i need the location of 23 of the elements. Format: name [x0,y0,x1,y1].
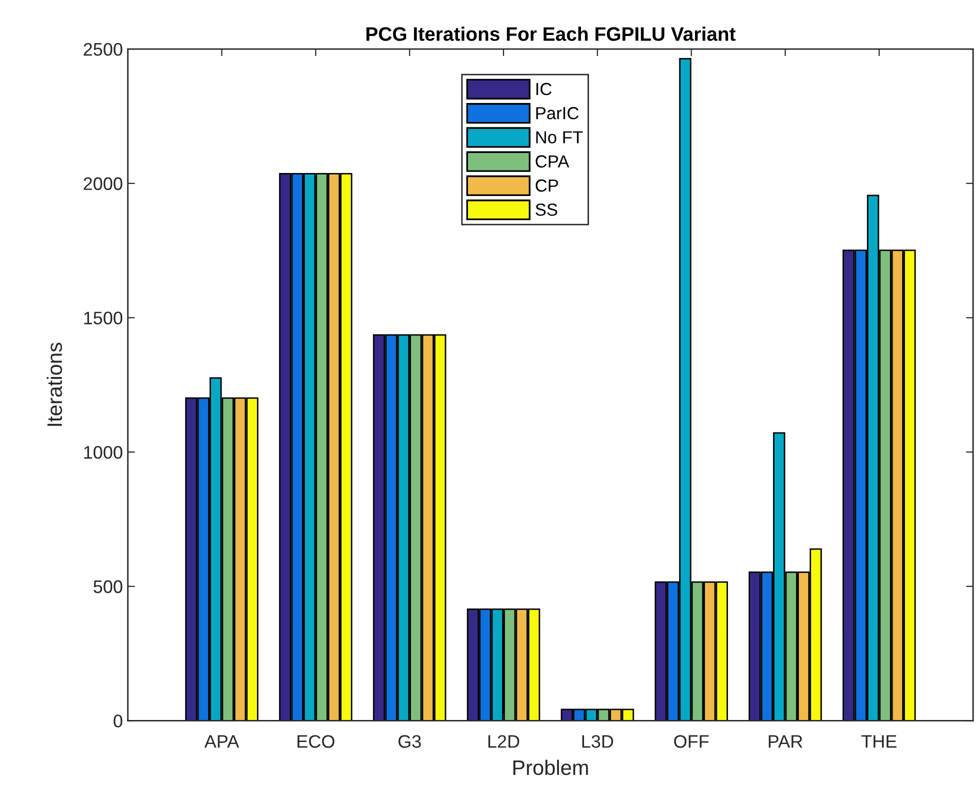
x-tick-label: THE [862,735,896,748]
legend-label: No FT [536,131,583,144]
y-tick-label: 500 [94,580,122,594]
x-tick-label: OFF [674,735,709,748]
x-axis-title: Problem [513,760,588,776]
x-tick-label: APA [204,735,240,748]
x-tick-label: L3D [582,735,614,748]
y-tick-label: 1000 [84,446,122,459]
y-tick-label: 2000 [84,177,122,190]
y-axis-title: Iterations [46,342,62,426]
legend-label: SS [536,204,558,216]
x-tick-label: G3 [398,735,421,748]
x-tick-label: L2D [488,735,520,748]
legend-label: IC [536,82,552,96]
x-tick-label: ECO [298,735,334,748]
x-tick-label: PAR [768,735,802,748]
chart-title: PCG Iterations For Each FGPILU Variant [366,26,736,41]
y-tick-label: 2500 [84,42,122,56]
y-tick-label: 1500 [84,312,122,324]
legend-label: CPA [536,155,570,168]
legend-label: CP [536,179,558,192]
y-tick-label: 0 [114,714,122,728]
legend-label: ParIC [536,107,579,120]
